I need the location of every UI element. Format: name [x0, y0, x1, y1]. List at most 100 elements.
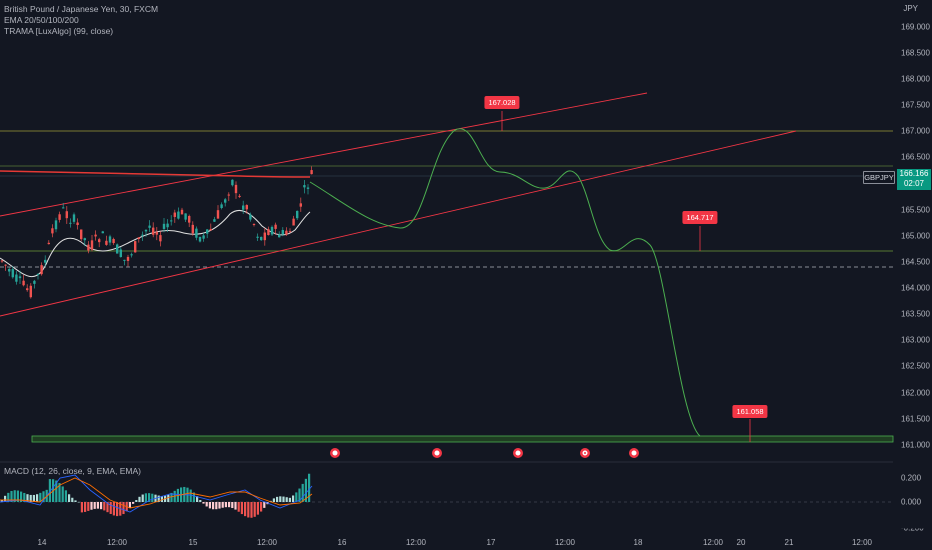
- flag-icon[interactable]: [513, 448, 523, 458]
- candle-body: [123, 259, 126, 261]
- macd-bar: [42, 491, 45, 502]
- macd-bar: [112, 502, 115, 516]
- macd-legend[interactable]: MACD (12, 26, close, 9, EMA, EMA): [4, 466, 141, 476]
- candle-body: [36, 273, 40, 275]
- price-tick: 163.500: [901, 309, 930, 319]
- time-tick: 20: [736, 538, 746, 547]
- callout-target-3[interactable]: 161.058: [732, 405, 768, 418]
- price-tick: 162.500: [901, 361, 930, 371]
- time-tick: 12:00: [106, 538, 128, 547]
- candle-body: [220, 204, 223, 208]
- macd-bar: [276, 496, 279, 502]
- macd-bar: [189, 489, 192, 502]
- time-tick: 15: [188, 538, 198, 547]
- macd-histogram: [0, 473, 311, 518]
- candle-body: [216, 210, 220, 219]
- time-tick: 12:00: [851, 538, 873, 547]
- macd-bar: [13, 490, 16, 502]
- macd-bar: [58, 483, 61, 502]
- time-tick: 12:00: [256, 538, 278, 547]
- candle-body: [184, 213, 187, 220]
- candle-body: [72, 214, 76, 222]
- candle-body: [44, 259, 47, 263]
- flag-icon[interactable]: [629, 448, 639, 458]
- macd-bar: [90, 502, 93, 510]
- candle-body: [198, 236, 202, 242]
- candle-body: [292, 218, 295, 226]
- channel-upper-line: [0, 92, 648, 217]
- legend-title[interactable]: British Pound / Japanese Yen, 30, FXCM: [4, 4, 159, 14]
- macd-bar: [103, 502, 106, 511]
- candle-body: [278, 234, 281, 238]
- macd-bar: [205, 502, 208, 507]
- price-tick: 164.000: [901, 283, 930, 293]
- macd-bar: [151, 493, 154, 502]
- legend-trama[interactable]: TRAMA [LuxAlgo] (99, close): [4, 26, 114, 36]
- price-tick: 165.500: [901, 205, 930, 215]
- price-tick: 162.000: [901, 388, 930, 398]
- candle-body: [90, 240, 94, 250]
- macd-bar: [80, 502, 83, 513]
- candle-body: [213, 219, 216, 222]
- target-zone: [31, 435, 894, 443]
- currency-label: JPY: [903, 4, 918, 13]
- flag-icon[interactable]: [330, 448, 340, 458]
- macd-bar: [196, 496, 199, 502]
- macd-bar: [71, 497, 74, 502]
- candle-body: [202, 235, 205, 239]
- macd-bar: [48, 479, 51, 502]
- macd-bar: [234, 502, 237, 510]
- candle-body: [69, 222, 72, 224]
- macd-bar: [253, 502, 256, 517]
- candle-body: [130, 254, 133, 256]
- candle-body: [263, 232, 266, 241]
- candle-body: [87, 244, 90, 251]
- price-tick: 166.500: [901, 152, 930, 162]
- macd-bar: [23, 492, 26, 502]
- candlestick-series: [0, 166, 313, 299]
- candle-body: [101, 231, 104, 234]
- candle-body: [252, 223, 256, 225]
- macd-tick: 0.200: [901, 473, 922, 483]
- callout-target-1[interactable]: 167.028: [484, 96, 520, 109]
- macd-bar: [160, 495, 163, 502]
- candle-body: [134, 241, 137, 253]
- signal-line: [0, 477, 313, 509]
- candle-body: [83, 238, 86, 241]
- candle-body: [188, 215, 191, 223]
- candle-body: [180, 209, 184, 215]
- flag-icon[interactable]: [432, 448, 442, 458]
- macd-bar: [298, 488, 301, 502]
- macd-bar: [16, 490, 19, 502]
- candle-body: [209, 228, 212, 231]
- macd-bar: [308, 473, 311, 502]
- callout-target-2[interactable]: 164.717: [682, 211, 718, 224]
- time-tick: 21: [784, 538, 794, 547]
- last-price: 166.166: [899, 169, 929, 178]
- candle-body: [285, 230, 288, 235]
- macd-bar: [282, 496, 285, 502]
- candle-body: [238, 195, 241, 197]
- macd-bar: [128, 502, 131, 508]
- candle-body: [112, 238, 115, 244]
- candle-body: [18, 276, 22, 279]
- legend-ema[interactable]: EMA 20/50/100/200: [4, 15, 79, 25]
- price-tick: 164.500: [901, 257, 930, 267]
- macd-bar: [132, 502, 135, 504]
- macd-bar: [39, 492, 42, 502]
- candle-body: [65, 211, 68, 219]
- macd-bar: [170, 492, 173, 502]
- macd-bar: [199, 500, 202, 502]
- macd-bar: [148, 493, 151, 502]
- macd-bar: [84, 502, 87, 512]
- candle-body: [47, 242, 50, 245]
- target-icon[interactable]: [580, 448, 590, 458]
- macd-bar: [244, 502, 247, 517]
- macd-bar: [93, 502, 96, 509]
- candle-body: [177, 211, 180, 219]
- candle-body: [159, 235, 162, 242]
- ema-200-line: [0, 170, 311, 178]
- macd-bar: [192, 492, 195, 502]
- macd-bar: [272, 498, 275, 502]
